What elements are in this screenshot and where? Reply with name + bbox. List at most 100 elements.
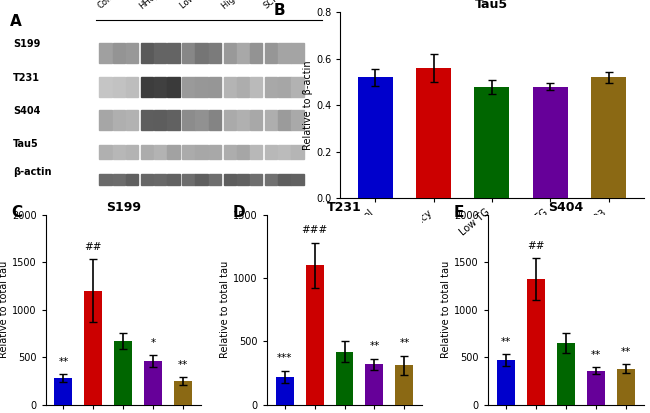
Bar: [182, 174, 194, 185]
Bar: [182, 77, 194, 97]
Bar: [276, 377, 294, 405]
Bar: [237, 110, 249, 130]
Bar: [395, 366, 413, 405]
Text: T231: T231: [13, 73, 40, 83]
Bar: [291, 110, 304, 130]
Bar: [586, 370, 605, 405]
Text: **: **: [500, 337, 511, 347]
Bar: [154, 110, 166, 130]
Bar: [224, 110, 236, 130]
Bar: [141, 145, 153, 159]
Bar: [306, 266, 324, 405]
Bar: [126, 145, 138, 159]
Bar: [112, 77, 125, 97]
Bar: [209, 174, 221, 185]
Bar: [112, 174, 125, 185]
Bar: [265, 145, 278, 159]
Bar: [196, 110, 208, 130]
Bar: [358, 78, 393, 198]
Bar: [84, 291, 103, 405]
Bar: [141, 43, 153, 63]
Bar: [250, 110, 263, 130]
Bar: [167, 174, 179, 185]
Text: **: **: [369, 341, 380, 351]
Bar: [526, 279, 545, 405]
Y-axis label: Relative to total tau: Relative to total tau: [220, 261, 230, 358]
Text: ##: ##: [84, 242, 102, 252]
Bar: [209, 110, 221, 130]
Text: **: **: [590, 350, 601, 360]
Title: S199: S199: [106, 201, 141, 214]
Bar: [144, 361, 162, 405]
Bar: [154, 43, 166, 63]
Bar: [335, 351, 354, 405]
Text: High TG: High TG: [220, 0, 252, 10]
Text: Low TG: Low TG: [179, 0, 208, 10]
Bar: [265, 43, 278, 63]
Bar: [533, 87, 567, 198]
Bar: [55, 378, 72, 405]
Text: **: **: [620, 347, 630, 357]
Text: **: **: [399, 338, 410, 349]
Bar: [196, 145, 208, 159]
Bar: [250, 174, 263, 185]
Y-axis label: Relative to β-actin: Relative to β-actin: [303, 60, 313, 150]
Bar: [278, 43, 291, 63]
Text: β-actin: β-actin: [13, 167, 51, 178]
Bar: [141, 110, 153, 130]
Bar: [237, 145, 249, 159]
Bar: [237, 77, 249, 97]
Bar: [196, 43, 208, 63]
Bar: [416, 68, 451, 198]
Bar: [112, 43, 125, 63]
Bar: [114, 341, 133, 405]
Bar: [291, 145, 304, 159]
Text: C: C: [11, 205, 22, 220]
Bar: [126, 43, 138, 63]
Bar: [556, 343, 575, 405]
Bar: [265, 77, 278, 97]
Text: S199: S199: [13, 39, 40, 50]
Bar: [224, 43, 236, 63]
Bar: [126, 174, 138, 185]
Y-axis label: Relative to total tau: Relative to total tau: [0, 261, 9, 358]
Bar: [224, 174, 236, 185]
Title: Tau5: Tau5: [475, 0, 508, 11]
Bar: [209, 43, 221, 63]
Bar: [167, 43, 179, 63]
Bar: [365, 364, 383, 405]
Bar: [141, 77, 153, 97]
Bar: [237, 174, 249, 185]
Text: **: **: [178, 360, 188, 370]
Bar: [196, 77, 208, 97]
Bar: [278, 110, 291, 130]
Text: ##: ##: [527, 241, 545, 251]
Bar: [167, 110, 179, 130]
Bar: [141, 174, 153, 185]
Text: S404: S404: [13, 106, 40, 116]
Bar: [265, 174, 278, 185]
Bar: [196, 174, 208, 185]
Bar: [250, 43, 263, 63]
Bar: [591, 78, 626, 198]
Bar: [112, 145, 125, 159]
Bar: [99, 77, 112, 97]
Bar: [182, 43, 194, 63]
Text: SCR1693: SCR1693: [262, 0, 297, 10]
Text: Tau5: Tau5: [13, 139, 38, 149]
Bar: [497, 360, 515, 405]
Bar: [237, 43, 249, 63]
Bar: [174, 381, 192, 405]
Bar: [167, 77, 179, 97]
Bar: [291, 77, 304, 97]
Text: E: E: [454, 205, 464, 220]
Bar: [265, 110, 278, 130]
Bar: [99, 43, 112, 63]
Bar: [224, 77, 236, 97]
Title: T231: T231: [327, 201, 362, 214]
Bar: [167, 145, 179, 159]
Bar: [617, 369, 634, 405]
Text: B: B: [274, 3, 285, 18]
Text: ***: ***: [277, 353, 292, 363]
Text: ###: ###: [302, 225, 328, 235]
